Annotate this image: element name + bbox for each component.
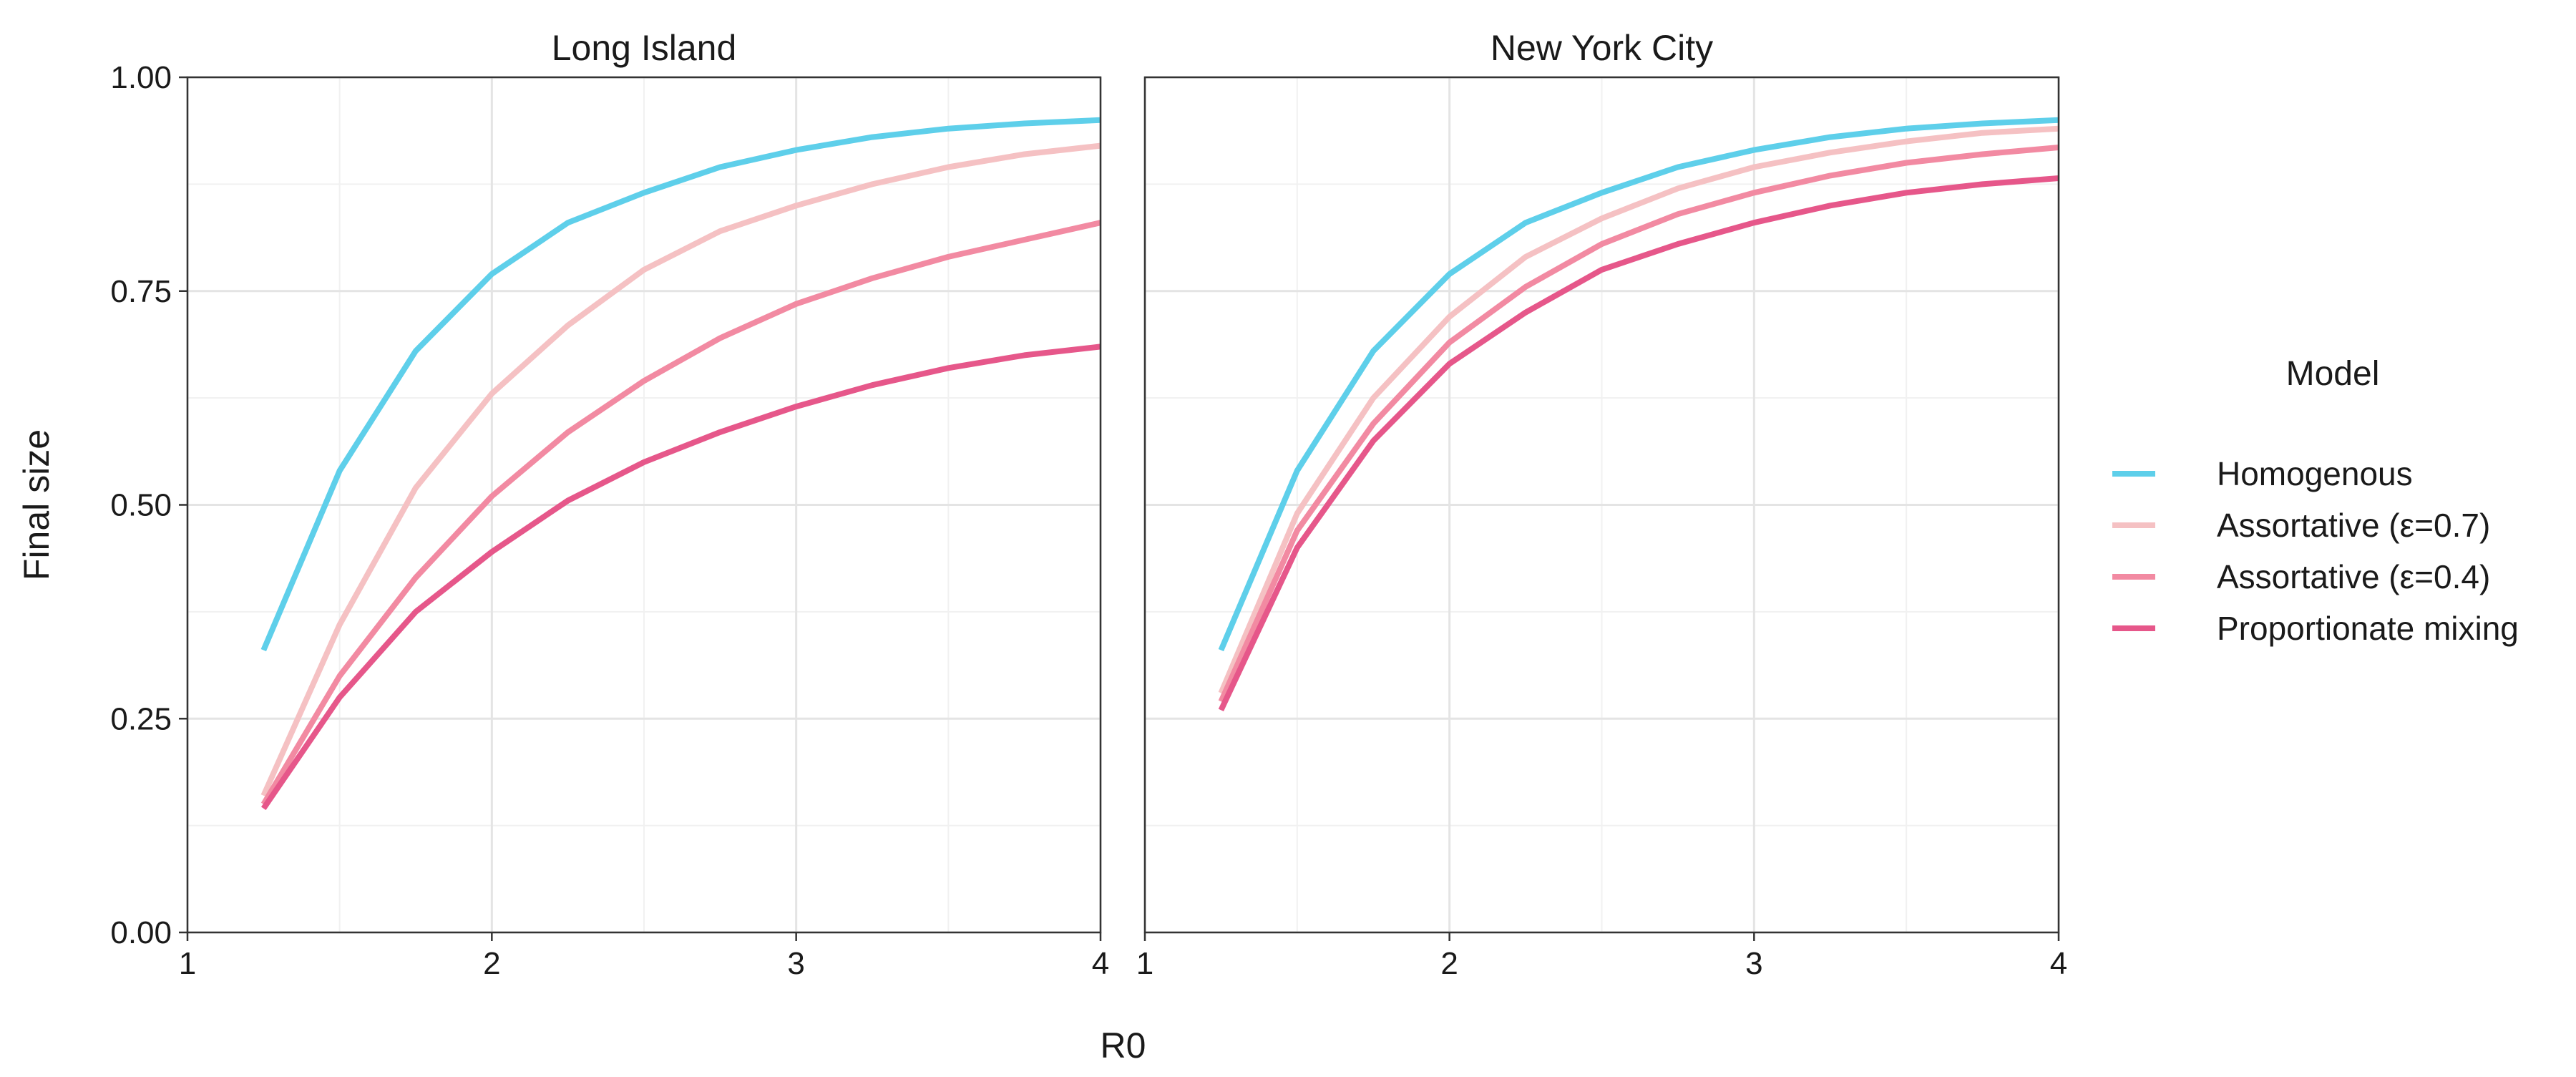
x-tick-label: 2 xyxy=(1440,946,1458,981)
panel-new-york-city: New York City 1 2 3 4 xyxy=(1136,28,2067,981)
panel-long-island: Long Island 1 2 3 4 0.00 0.25 0.50 0.75 1.00 xyxy=(110,28,1109,981)
legend-label: Proportionate mixing xyxy=(2217,610,2519,647)
legend-title: Model xyxy=(2286,355,2380,393)
legend-entry-assortative-0-7: Assortative (ε=0.7) xyxy=(2112,507,2490,544)
x-tick-label: 4 xyxy=(2050,946,2067,981)
x-tick-label: 3 xyxy=(787,946,804,981)
legend-entry-assortative-0-4: Assortative (ε=0.4) xyxy=(2112,558,2490,595)
series-line-proportionate-mixing xyxy=(1218,175,2059,711)
legend: Model Homogenous Assortative (ε=0.7) Assor… xyxy=(2112,355,2519,647)
y-axis-title: Final size xyxy=(16,429,57,580)
y-tick-label: 1.00 xyxy=(110,60,172,95)
x-tick-label: 4 xyxy=(1092,946,1109,981)
panel-title: New York City xyxy=(1491,28,1713,68)
series-line-homogenous xyxy=(1218,117,2059,652)
legend-entry-homogenous: Homogenous xyxy=(2112,455,2413,492)
x-axis-title: R0 xyxy=(1101,1025,1146,1066)
series-line-assortative-0-7 xyxy=(260,142,1101,797)
panel-title: Long Island xyxy=(552,28,737,68)
y-tick-label: 0.25 xyxy=(110,701,172,736)
y-tick-label: 0.75 xyxy=(110,274,172,309)
series-line-homogenous xyxy=(260,117,1101,652)
y-tick-label: 0.50 xyxy=(110,488,172,523)
y-tick-label: 0.00 xyxy=(110,915,172,950)
series-line-assortative-0-4 xyxy=(1218,145,2059,703)
legend-label: Assortative (ε=0.7) xyxy=(2217,507,2490,544)
panel-border xyxy=(1143,76,2060,934)
x-tick-label: 2 xyxy=(483,946,500,981)
x-tick-label: 3 xyxy=(1745,946,1762,981)
series-line-assortative-0-4 xyxy=(260,220,1101,806)
series-line-proportionate-mixing xyxy=(261,343,1101,810)
legend-label: Assortative (ε=0.4) xyxy=(2217,558,2490,595)
x-tick-label: 1 xyxy=(1136,946,1153,981)
legend-entry-proportionate-mixing: Proportionate mixing xyxy=(2112,610,2519,647)
x-tick-label: 1 xyxy=(179,946,196,981)
series-line-assortative-0-7 xyxy=(1218,125,2059,694)
legend-label: Homogenous xyxy=(2217,455,2413,492)
